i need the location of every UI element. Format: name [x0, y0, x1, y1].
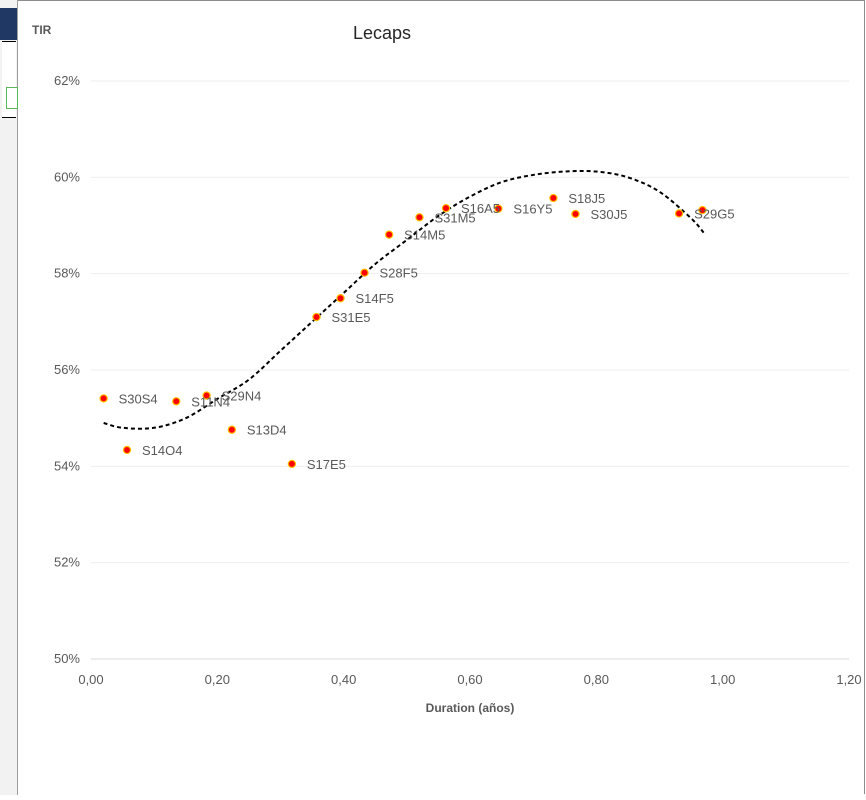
- scatter-chart: 50%52%54%56%58%60%62% 0,00 0,20 0,40 0,60 0,…: [32, 23, 862, 715]
- y-tick-label: 54%: [54, 458, 80, 473]
- data-point: [698, 205, 707, 215]
- gridlines: [91, 80, 849, 564]
- data-label: S29N4: [222, 389, 262, 404]
- data-point: [202, 391, 211, 400]
- data-point: [384, 230, 394, 239]
- y-tick-label: 60%: [54, 169, 80, 184]
- data-point: [287, 459, 297, 469]
- data-point: [571, 209, 580, 219]
- data-point: [122, 445, 132, 455]
- data-label: S14M5: [404, 228, 445, 243]
- data-point: [494, 204, 503, 213]
- data-point: [415, 213, 424, 222]
- x-axis-title: Duration (años): [426, 701, 515, 715]
- data-label: S28F5: [380, 266, 418, 281]
- x-tick-label: 1,20: [836, 672, 861, 687]
- data-point: [227, 425, 237, 434]
- y-tick-label: 62%: [54, 73, 80, 88]
- selected-cell[interactable]: [6, 87, 18, 109]
- data-label: S11N4: [191, 394, 230, 409]
- x-tick-label: 0,40: [331, 672, 356, 687]
- chart-title: Lecaps: [353, 23, 411, 43]
- data-label: S29G5: [694, 206, 734, 221]
- y-tick-label: 50%: [54, 651, 80, 666]
- data-label: S31E5: [332, 310, 371, 325]
- data-point: [99, 394, 108, 403]
- y-tick-labels: 50% 52% 54% 56% 58% 60% 62%: [54, 73, 80, 666]
- x-tick-label: 0,80: [584, 672, 609, 687]
- data-label: S30J5: [590, 207, 627, 222]
- header-cell: [0, 8, 17, 40]
- data-label: S13D4: [247, 423, 287, 438]
- data-label: S30S4: [119, 391, 158, 406]
- x-tick-labels: 0,00 0,20 0,40 0,60 0,80 1,00 1,20: [78, 672, 861, 687]
- x-tick-label: 0,60: [457, 672, 482, 687]
- data-points: [99, 193, 707, 469]
- data-label: S16A5: [461, 201, 500, 216]
- trendline: [103, 169, 705, 430]
- data-point: [312, 312, 321, 322]
- x-tick-label: 1,00: [710, 672, 735, 687]
- y-tick-label: 56%: [54, 362, 80, 377]
- data-point: [674, 209, 684, 218]
- data-label: S16Y5: [513, 202, 552, 217]
- y-axis-title: TIR: [32, 23, 52, 37]
- data-point: [336, 294, 345, 303]
- data-label: S14O4: [142, 443, 182, 458]
- data-label: S14F5: [356, 291, 394, 306]
- x-tick-label: 0,20: [205, 672, 230, 687]
- data-point: [441, 203, 451, 213]
- y-tick-label: 58%: [54, 266, 80, 281]
- data-point: [549, 193, 558, 203]
- y-tick-label: 52%: [54, 555, 80, 570]
- data-label: S18J5: [568, 191, 605, 206]
- data-point: [172, 397, 181, 406]
- data-point: [360, 268, 369, 277]
- chart-frame[interactable]: 50% 52% 54% 56% 58% 60% 62% 0,00 0,20 0,40 0,60 0,…: [18, 0, 865, 794]
- data-label: S31M5: [434, 210, 475, 225]
- x-tick-label: 0,00: [78, 672, 103, 687]
- spreadsheet-edge: [0, 0, 18, 795]
- data-label: S17E5: [307, 457, 346, 472]
